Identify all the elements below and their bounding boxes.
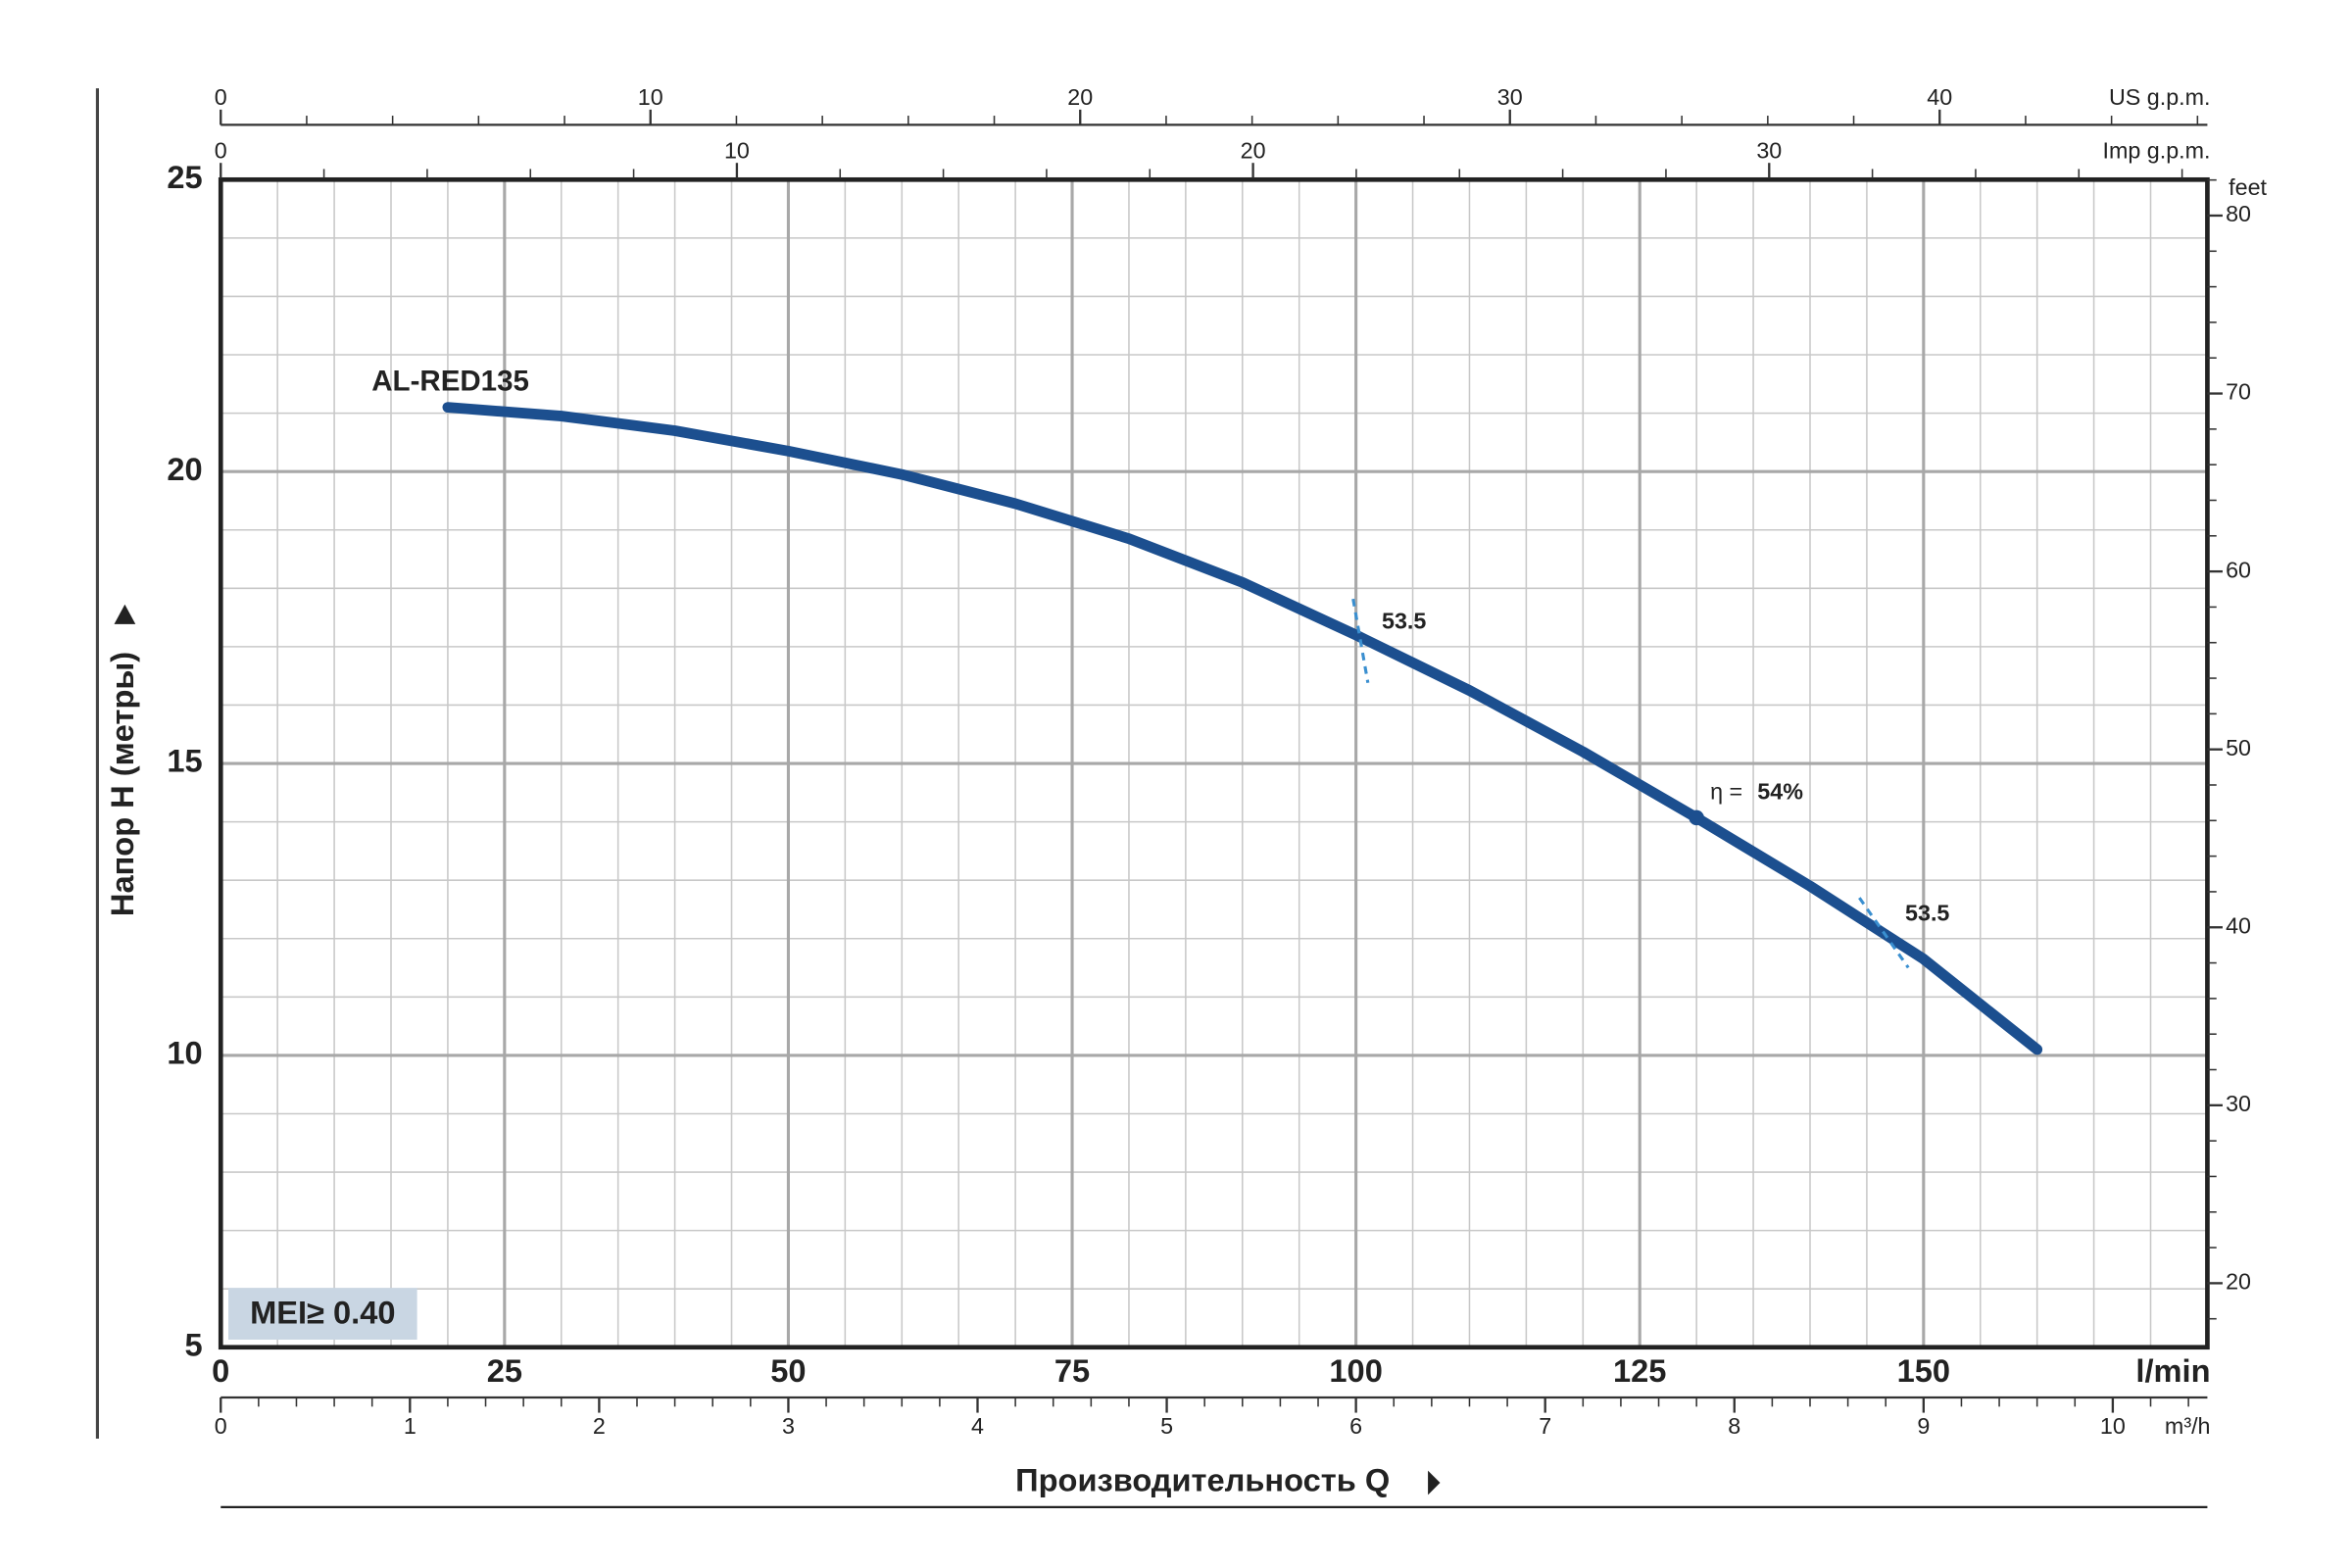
tick-label: 7 bbox=[1539, 1413, 1551, 1439]
x-tick-label: 125 bbox=[1613, 1352, 1666, 1389]
y-tick-label: 5 bbox=[184, 1326, 202, 1362]
axis-unit: Imp g.p.m. bbox=[2102, 137, 2210, 163]
x-tick-label: 0 bbox=[212, 1352, 229, 1389]
tick-label: 60 bbox=[2226, 557, 2251, 582]
tick-label: 20 bbox=[2226, 1269, 2251, 1295]
tick-label: 9 bbox=[1917, 1413, 1930, 1439]
tick-label: 10 bbox=[724, 137, 750, 163]
tick-label: 40 bbox=[2226, 912, 2251, 938]
tick-label: 3 bbox=[782, 1413, 795, 1439]
tick-label: 20 bbox=[1241, 137, 1266, 163]
badge-box bbox=[228, 1288, 417, 1340]
axis-unit: m³/h bbox=[2165, 1413, 2211, 1439]
tick-label: 1 bbox=[404, 1413, 416, 1439]
tick-label: 80 bbox=[2226, 201, 2251, 226]
grid bbox=[219, 177, 2209, 1349]
tick-label: 30 bbox=[1497, 84, 1523, 110]
iso-efficiency-label: 53.5 bbox=[1382, 608, 1426, 633]
tick-label: 0 bbox=[215, 84, 227, 110]
x-tick-label: 50 bbox=[770, 1352, 806, 1389]
tick-label: 6 bbox=[1349, 1413, 1362, 1439]
y-tick-label: 10 bbox=[167, 1035, 202, 1071]
tick-label: 10 bbox=[2100, 1413, 2126, 1439]
arrow bbox=[1428, 1470, 1441, 1495]
y-tick-label: 20 bbox=[167, 451, 202, 487]
tick-label: 4 bbox=[971, 1413, 984, 1439]
tick-label: 2 bbox=[593, 1413, 606, 1439]
y-tick-label: 15 bbox=[167, 743, 202, 779]
x-tick-label: 25 bbox=[487, 1352, 522, 1389]
tick-label: 0 bbox=[215, 1413, 227, 1439]
tick-label: 40 bbox=[1927, 84, 1952, 110]
tick-label: 0 bbox=[215, 137, 227, 163]
curve bbox=[442, 402, 2043, 1055]
iso-efficiency-mark bbox=[1858, 897, 1910, 969]
series-label: AL-RED135 bbox=[371, 366, 529, 398]
tick-label: 30 bbox=[1756, 137, 1782, 163]
x-tick-label: 150 bbox=[1897, 1352, 1950, 1389]
tick-label: 10 bbox=[638, 84, 663, 110]
iso-efficiency-mark bbox=[1351, 598, 1370, 684]
tick-label: 30 bbox=[2226, 1091, 2251, 1116]
tick-label: 8 bbox=[1728, 1413, 1740, 1439]
tick-label: 70 bbox=[2226, 379, 2251, 405]
x-unit: l/min bbox=[2135, 1352, 2210, 1389]
x-tick-label: 100 bbox=[1329, 1352, 1382, 1389]
y-axis-title: Напор H (метры) bbox=[104, 652, 140, 916]
iso-efficiency-label: 53.5 bbox=[1905, 900, 1949, 925]
tick-label: 5 bbox=[1160, 1413, 1173, 1439]
tick-label: 20 bbox=[1067, 84, 1093, 110]
tick-label: 50 bbox=[2226, 735, 2251, 760]
axis-unit: feet bbox=[2229, 174, 2267, 200]
arrow bbox=[114, 604, 136, 624]
efficiency-value: 54% bbox=[1757, 779, 1803, 805]
badge: MEI≥ 0.40 bbox=[250, 1295, 395, 1331]
y-tick-label: 25 bbox=[167, 159, 202, 195]
x-axis-title: Производительность Q bbox=[1015, 1462, 1390, 1498]
efficiency-point bbox=[1689, 809, 1704, 826]
efficiency-label: η = bbox=[1710, 779, 1742, 805]
axis-unit: US g.p.m. bbox=[2109, 84, 2211, 110]
plot-frame bbox=[218, 176, 2210, 1350]
x-tick-label: 75 bbox=[1054, 1352, 1090, 1389]
